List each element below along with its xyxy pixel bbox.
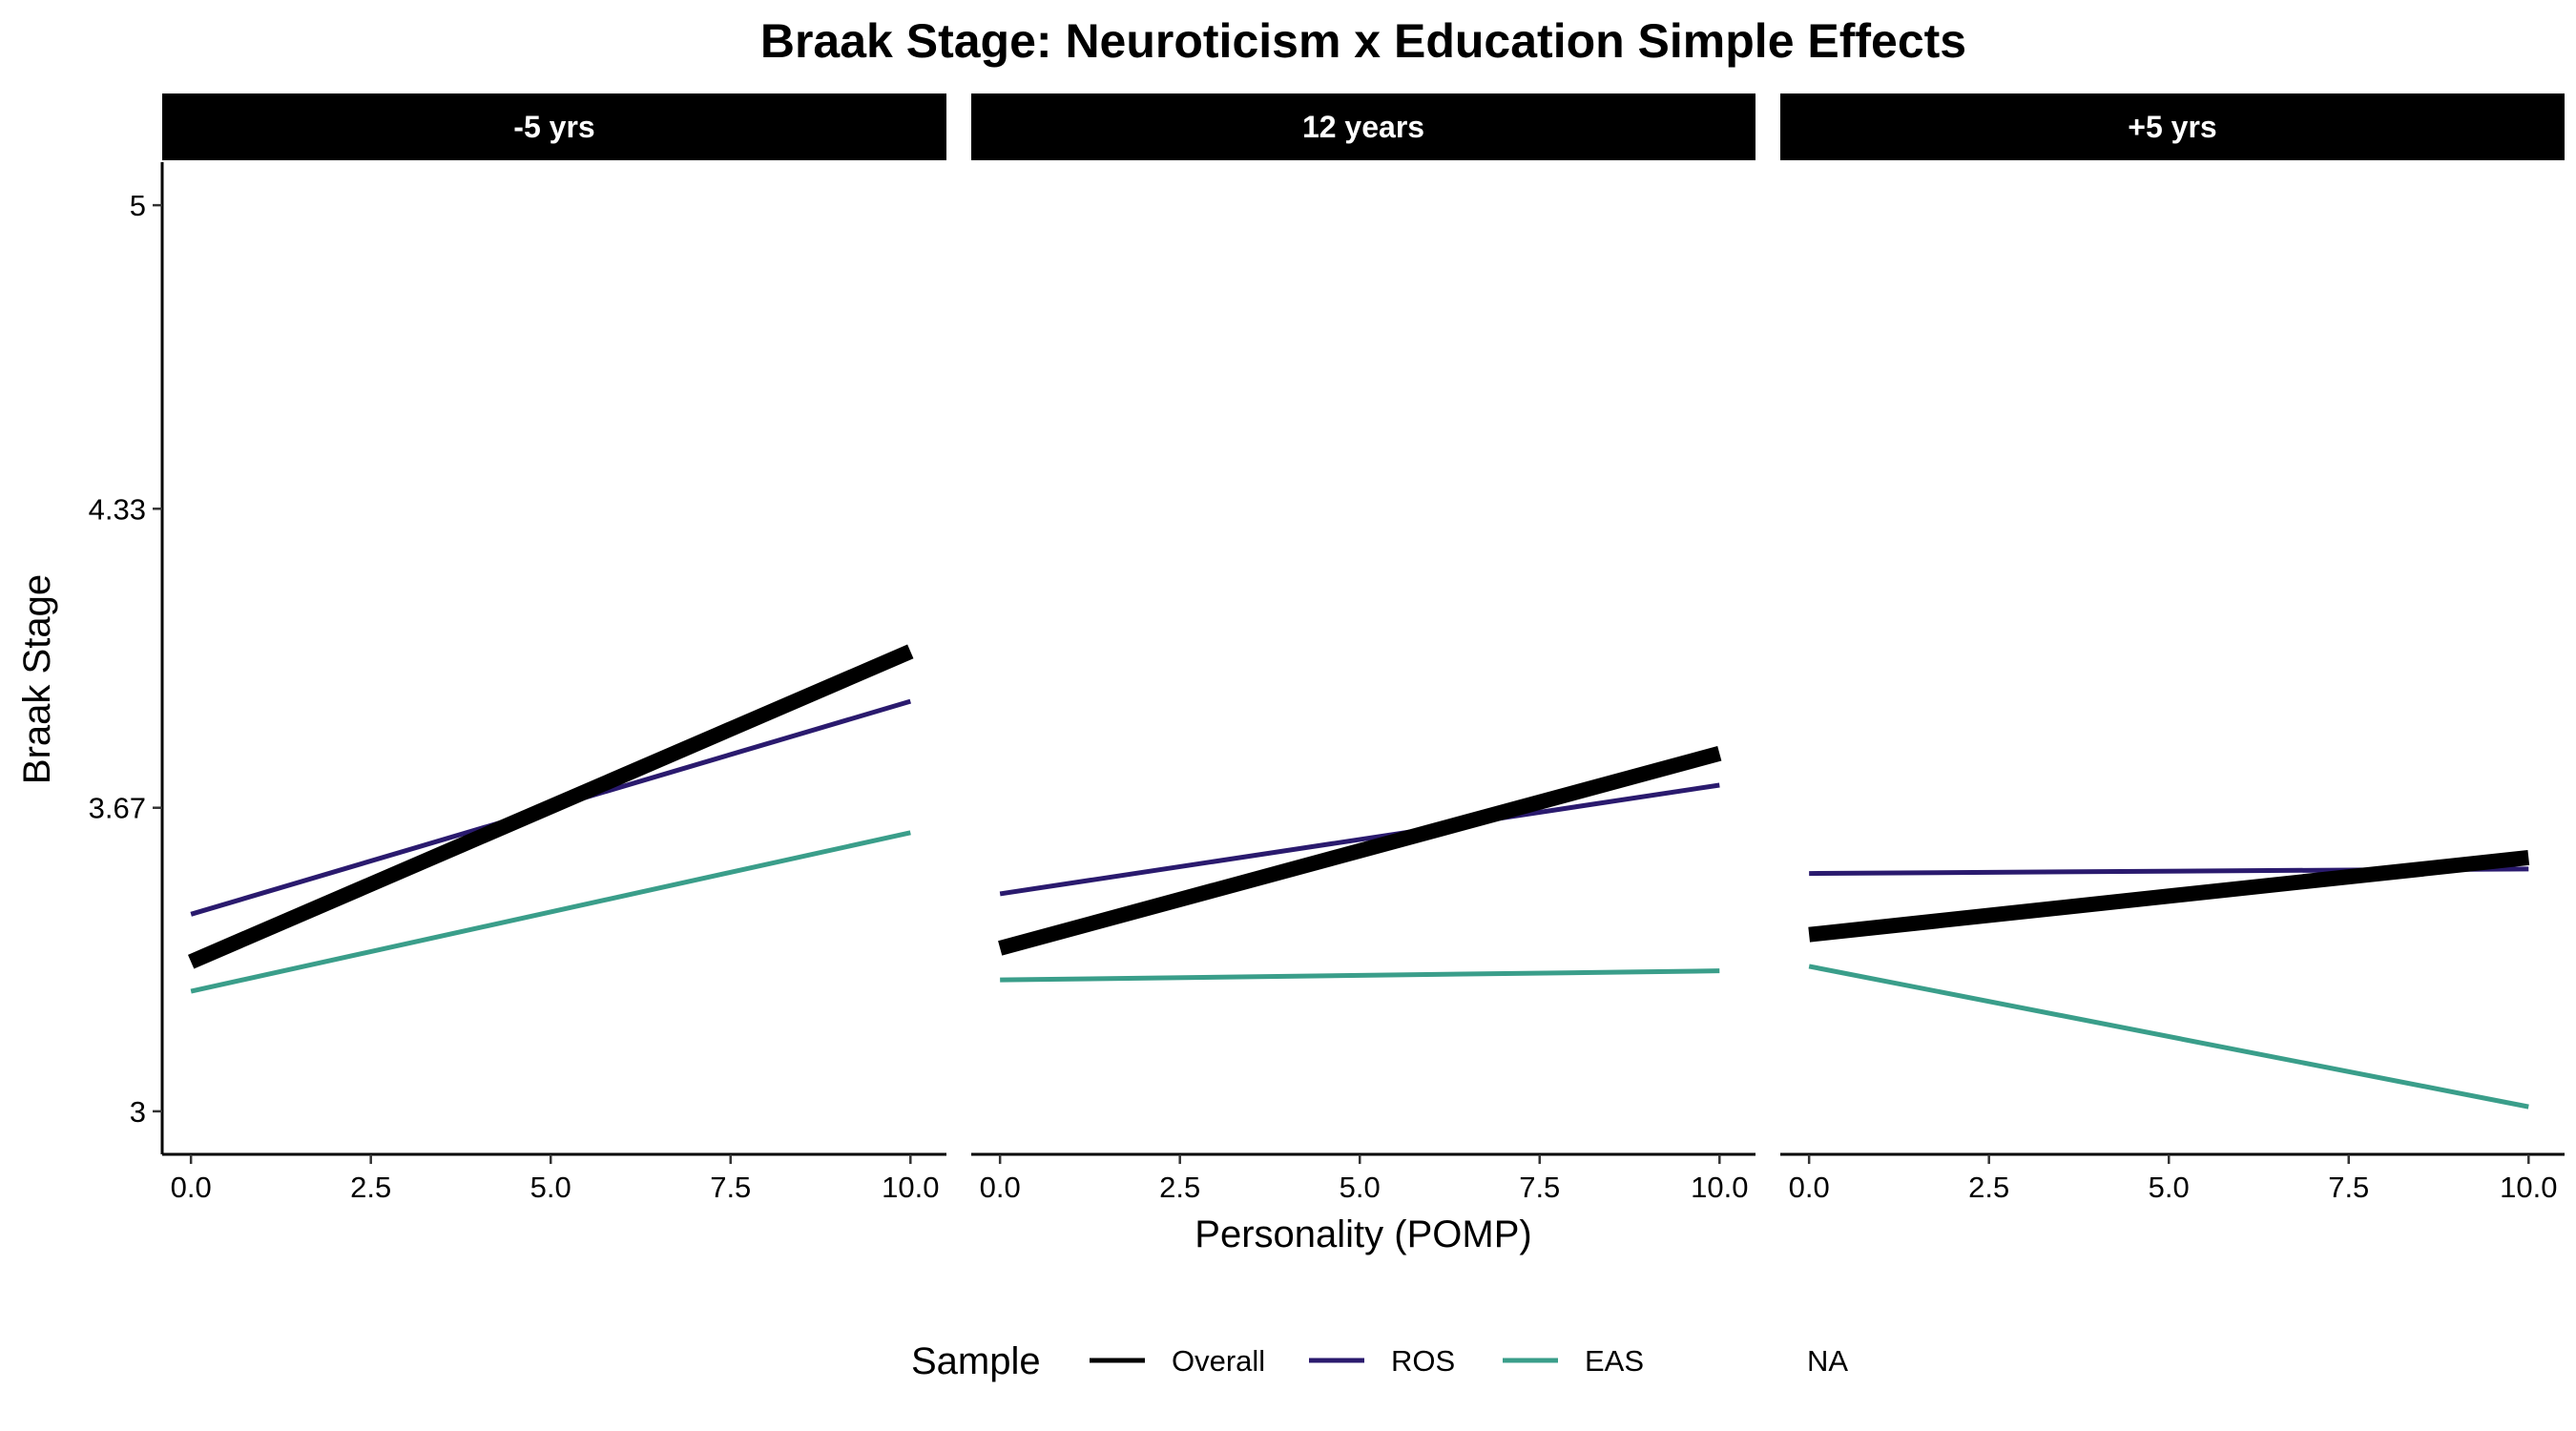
series-line-overall bbox=[998, 746, 1722, 956]
series-line-overall bbox=[1808, 849, 2530, 943]
series-line-eas bbox=[1000, 968, 1720, 983]
legend-title: Sample bbox=[911, 1340, 1041, 1382]
series-line-overall bbox=[187, 644, 914, 969]
x-tick-label: 10.0 bbox=[2500, 1171, 2557, 1204]
x-tick-label: 2.5 bbox=[350, 1171, 391, 1204]
facet-panels: -5 yrs 0.0 2.5 5.0 7.5 10.0 12 years 0.0 2.5 5.0 7… bbox=[162, 93, 2565, 1204]
x-tick-label: 7.5 bbox=[1519, 1171, 1560, 1204]
facet-strip-label: -5 yrs bbox=[513, 110, 594, 144]
facet-panel: +5 yrs 0.0 2.5 5.0 7.5 10.0 bbox=[1780, 93, 2565, 1204]
legend-item: ROS bbox=[1309, 1344, 1455, 1378]
legend-item: EAS bbox=[1503, 1344, 1644, 1378]
series-line-eas bbox=[190, 830, 911, 994]
legend-item: NA bbox=[1807, 1344, 1848, 1378]
legend-label: Overall bbox=[1172, 1344, 1265, 1378]
x-tick-label: 2.5 bbox=[1159, 1171, 1200, 1204]
legend-item: Overall bbox=[1090, 1344, 1265, 1378]
x-tick-label: 0.0 bbox=[980, 1171, 1021, 1204]
x-axis-title: Personality (POMP) bbox=[1195, 1213, 1531, 1255]
x-tick-label: 10.0 bbox=[882, 1171, 939, 1204]
y-tick-label: 4.33 bbox=[89, 492, 146, 526]
x-tick-label: 7.5 bbox=[710, 1171, 751, 1204]
legend: Sample Overall ROS EAS NA bbox=[911, 1340, 1848, 1382]
facet-strip bbox=[162, 93, 946, 160]
y-tick-label: 3 bbox=[130, 1095, 146, 1129]
y-tick-label: 3.67 bbox=[89, 792, 146, 825]
x-tick-label: 10.0 bbox=[1691, 1171, 1748, 1204]
series-line-eas bbox=[1808, 964, 2529, 1110]
x-tick-label: 7.5 bbox=[2328, 1171, 2369, 1204]
chart-title: Braak Stage: Neuroticism x Education Sim… bbox=[760, 14, 1966, 68]
y-axis-title: Braak Stage bbox=[16, 574, 58, 784]
facet-panel: -5 yrs 0.0 2.5 5.0 7.5 10.0 bbox=[162, 93, 946, 1204]
x-tick-label: 5.0 bbox=[2149, 1171, 2190, 1204]
facet-panel: 12 years 0.0 2.5 5.0 7.5 10.0 bbox=[971, 93, 1755, 1204]
series-line-ros bbox=[999, 782, 1720, 897]
facet-strip-label: +5 yrs bbox=[2128, 110, 2216, 144]
facet-strip-label: 12 years bbox=[1302, 110, 1424, 144]
x-tick-label: 5.0 bbox=[1340, 1171, 1381, 1204]
facet-strip bbox=[1780, 93, 2565, 160]
y-tick-label: 5 bbox=[130, 189, 146, 222]
x-tick-label: 0.0 bbox=[171, 1171, 212, 1204]
x-tick-label: 5.0 bbox=[530, 1171, 571, 1204]
legend-label: EAS bbox=[1585, 1344, 1644, 1378]
facet-strip bbox=[971, 93, 1755, 160]
legend-label: NA bbox=[1807, 1344, 1848, 1378]
y-axis: 3 3.67 4.33 5 bbox=[89, 162, 164, 1154]
x-tick-label: 0.0 bbox=[1789, 1171, 1830, 1204]
x-tick-label: 2.5 bbox=[1968, 1171, 2009, 1204]
legend-label: ROS bbox=[1391, 1344, 1455, 1378]
